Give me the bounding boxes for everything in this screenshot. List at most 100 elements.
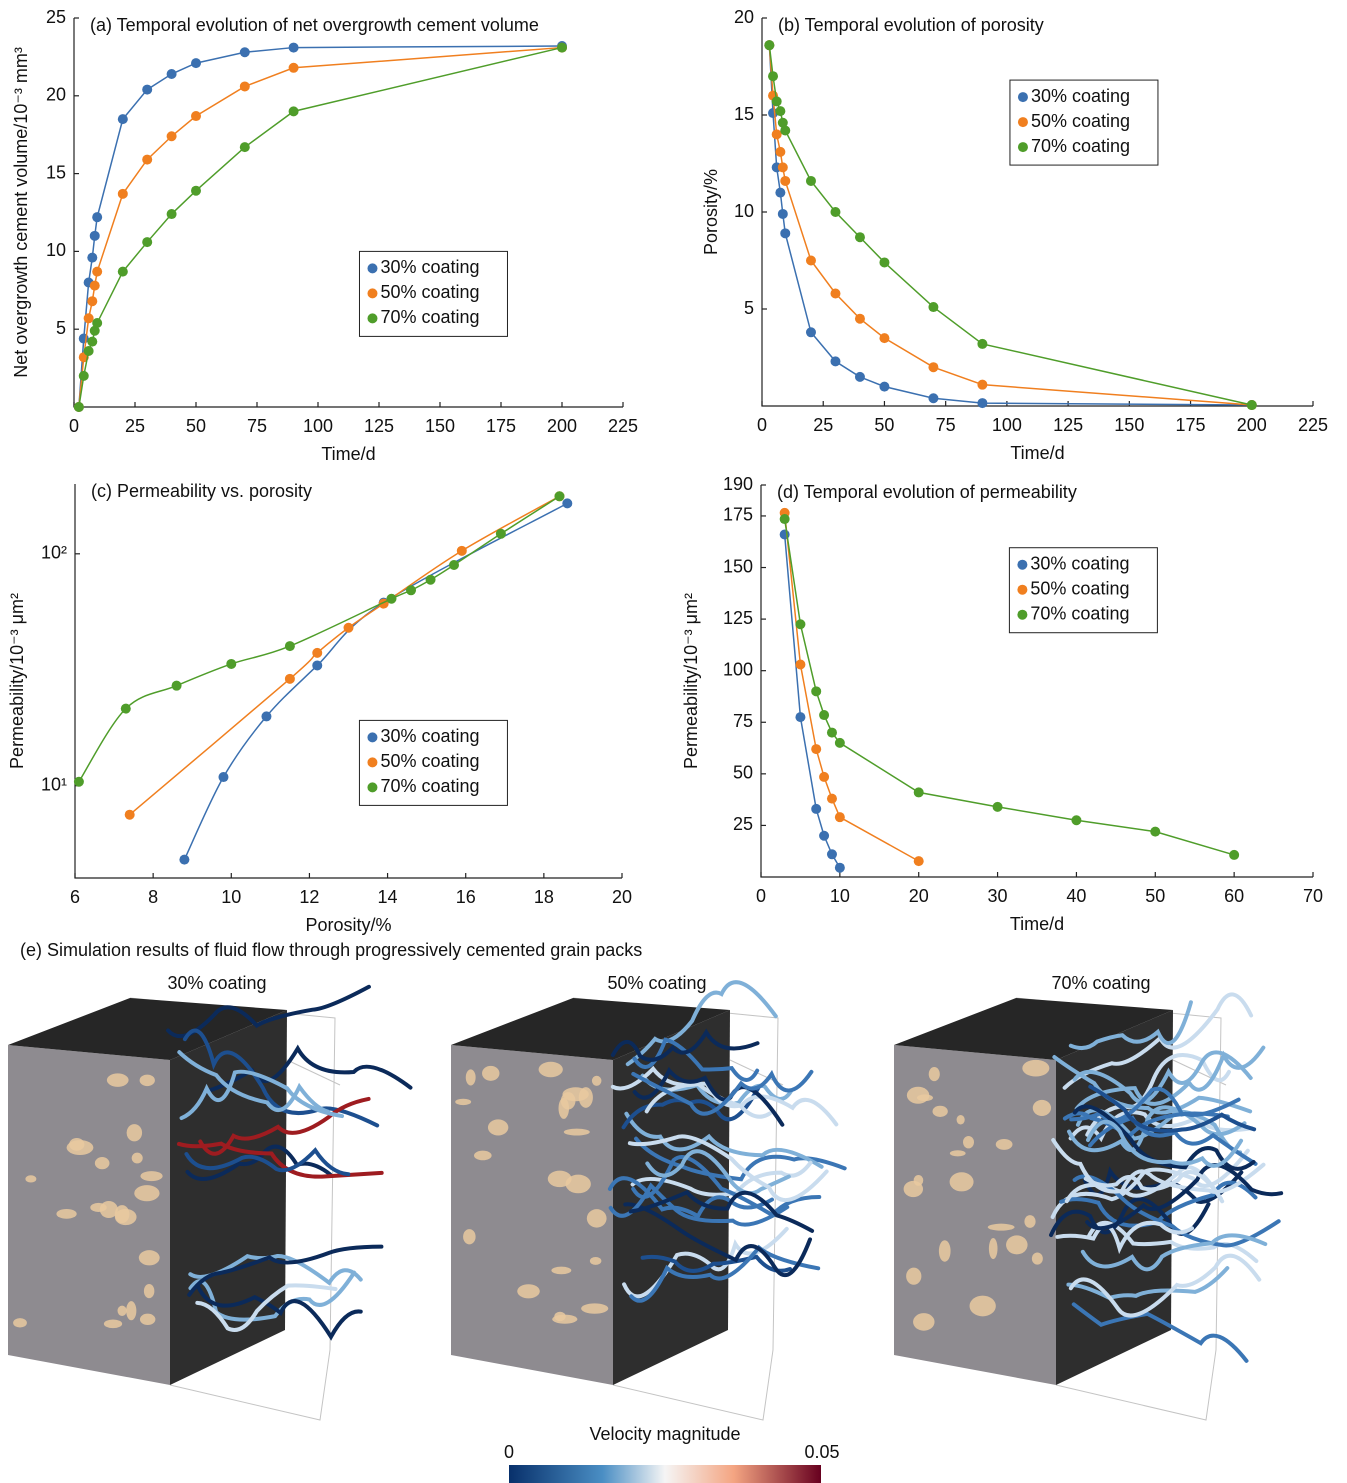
y-tick-label: 10 <box>734 201 754 221</box>
x-axis-label: Porosity/% <box>305 915 391 935</box>
streamline <box>188 1270 357 1322</box>
grain-gap <box>117 1305 127 1316</box>
data-point <box>854 313 865 324</box>
legend-marker <box>367 782 378 793</box>
data-point <box>928 393 939 404</box>
grain-gap <box>13 1318 27 1328</box>
data-point <box>830 207 841 217</box>
data-point <box>87 296 98 307</box>
x-tick-label: 225 <box>1298 415 1328 435</box>
grain-gap <box>455 1098 472 1106</box>
grain-gap <box>25 1175 37 1183</box>
data-point <box>826 727 837 738</box>
x-tick-label: 14 <box>378 887 398 907</box>
streamline <box>184 1147 351 1177</box>
legend-label: 50% coating <box>1030 578 1129 598</box>
data-point <box>805 255 816 266</box>
grain-gap <box>956 1115 965 1125</box>
axis-line <box>73 18 623 408</box>
legend-marker <box>1017 559 1028 570</box>
data-point <box>117 188 128 199</box>
data-point <box>117 114 128 125</box>
grain-gap <box>134 1185 160 1202</box>
data-point <box>87 336 98 347</box>
data-point <box>120 703 131 714</box>
data-point <box>142 237 153 248</box>
grain-gap <box>551 1266 572 1275</box>
x-tick-label: 100 <box>303 416 333 436</box>
data-point <box>284 641 295 652</box>
data-point <box>775 106 786 117</box>
y-tick-label: 5 <box>744 298 754 318</box>
legend-marker <box>1017 117 1028 128</box>
streamline <box>176 1141 384 1179</box>
data-point <box>226 658 237 669</box>
series-line <box>78 46 563 408</box>
data-point <box>928 362 939 373</box>
x-tick-label: 0 <box>756 886 766 906</box>
data-point <box>557 42 567 53</box>
data-point <box>1246 400 1257 411</box>
y-tick-label: 100 <box>723 659 753 679</box>
data-point <box>819 771 830 782</box>
panel-e-subtitle: 50% coating <box>607 973 706 993</box>
panel-e-subtitle: 30% coating <box>167 973 266 993</box>
data-point <box>779 514 790 525</box>
grain-gap <box>69 1138 85 1151</box>
x-tick-label: 125 <box>364 416 394 436</box>
streamline <box>629 1244 821 1303</box>
grain-gap <box>969 1295 996 1317</box>
x-tick-label: 8 <box>148 887 158 907</box>
data-point <box>117 266 128 277</box>
streamline <box>622 1226 789 1299</box>
x-tick-label: 0 <box>69 416 79 436</box>
data-point <box>284 673 295 684</box>
streamline <box>640 1254 793 1273</box>
grain-gap <box>932 1105 948 1117</box>
data-point <box>261 711 272 722</box>
streamline <box>1080 1233 1268 1272</box>
legend-box <box>1009 79 1159 166</box>
streamline <box>1085 1163 1284 1231</box>
streamline <box>631 1155 822 1218</box>
legend-marker <box>367 263 378 274</box>
data-point <box>288 42 299 53</box>
y-tick-label: 20 <box>46 85 66 105</box>
data-point <box>142 154 153 165</box>
data-point <box>777 162 788 173</box>
y-axis-label: Permeability/10⁻³ μm² <box>7 593 27 769</box>
grain-gap <box>126 1301 137 1321</box>
data-point <box>554 491 565 502</box>
data-point <box>495 528 506 539</box>
data-point <box>312 647 323 658</box>
grain-gap <box>558 1097 570 1119</box>
legend-marker <box>1017 584 1028 595</box>
data-point <box>83 313 94 324</box>
series-line <box>783 534 841 869</box>
streamline <box>1051 1138 1225 1204</box>
data-point <box>780 228 791 239</box>
streamline <box>631 1069 814 1116</box>
legend-box <box>1008 547 1158 634</box>
data-point <box>795 659 806 670</box>
data-point <box>239 81 250 92</box>
cube-face <box>451 998 730 1060</box>
legend-label: 50% coating <box>380 282 479 302</box>
data-point <box>425 574 436 585</box>
data-point <box>977 398 988 409</box>
x-tick-label: 60 <box>1224 886 1244 906</box>
grain-gap <box>562 1087 589 1102</box>
data-point <box>1150 826 1161 837</box>
data-point <box>811 744 822 755</box>
x-axis-label: Time/d <box>1010 443 1064 463</box>
data-point <box>777 117 788 128</box>
data-point <box>166 209 177 220</box>
y-tick-label: 50 <box>733 763 753 783</box>
data-point <box>562 498 573 509</box>
x-tick-label: 12 <box>299 887 319 907</box>
grain-gap <box>139 1074 155 1087</box>
series-line <box>783 512 920 862</box>
y-axis-label: Permeability/10⁻³ μm² <box>681 593 701 769</box>
x-tick-label: 40 <box>1066 886 1086 906</box>
